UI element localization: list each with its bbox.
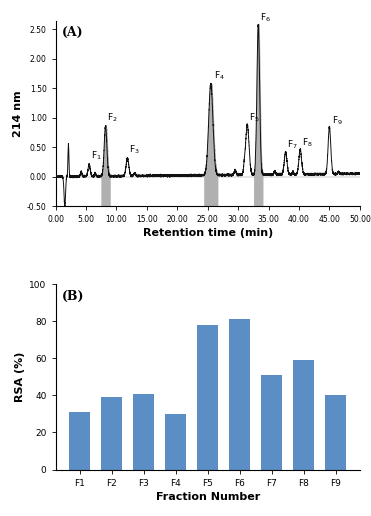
Bar xyxy=(134,394,154,470)
Y-axis label: 214 nm: 214 nm xyxy=(13,90,23,137)
Bar xyxy=(69,412,90,470)
Bar xyxy=(293,360,314,470)
Bar xyxy=(229,319,250,470)
Text: (B): (B) xyxy=(62,289,84,302)
Text: F$_1$: F$_1$ xyxy=(91,150,102,162)
Text: F$_6$: F$_6$ xyxy=(260,11,271,24)
Bar xyxy=(261,375,282,470)
Text: F$_7$: F$_7$ xyxy=(288,139,298,151)
X-axis label: Retention time (min): Retention time (min) xyxy=(142,229,273,238)
X-axis label: Fraction Number: Fraction Number xyxy=(156,492,260,502)
Text: F$_3$: F$_3$ xyxy=(129,143,140,156)
Y-axis label: RSA (%): RSA (%) xyxy=(15,351,25,402)
Text: F$_5$: F$_5$ xyxy=(249,111,260,124)
Bar xyxy=(101,397,122,470)
Bar xyxy=(165,414,186,470)
Text: F$_9$: F$_9$ xyxy=(332,114,343,126)
Text: F$_2$: F$_2$ xyxy=(107,111,118,124)
Text: (A): (A) xyxy=(62,26,83,39)
Text: F$_4$: F$_4$ xyxy=(214,70,225,83)
Bar xyxy=(325,395,346,470)
Text: F$_8$: F$_8$ xyxy=(302,137,313,149)
Bar xyxy=(197,325,218,470)
